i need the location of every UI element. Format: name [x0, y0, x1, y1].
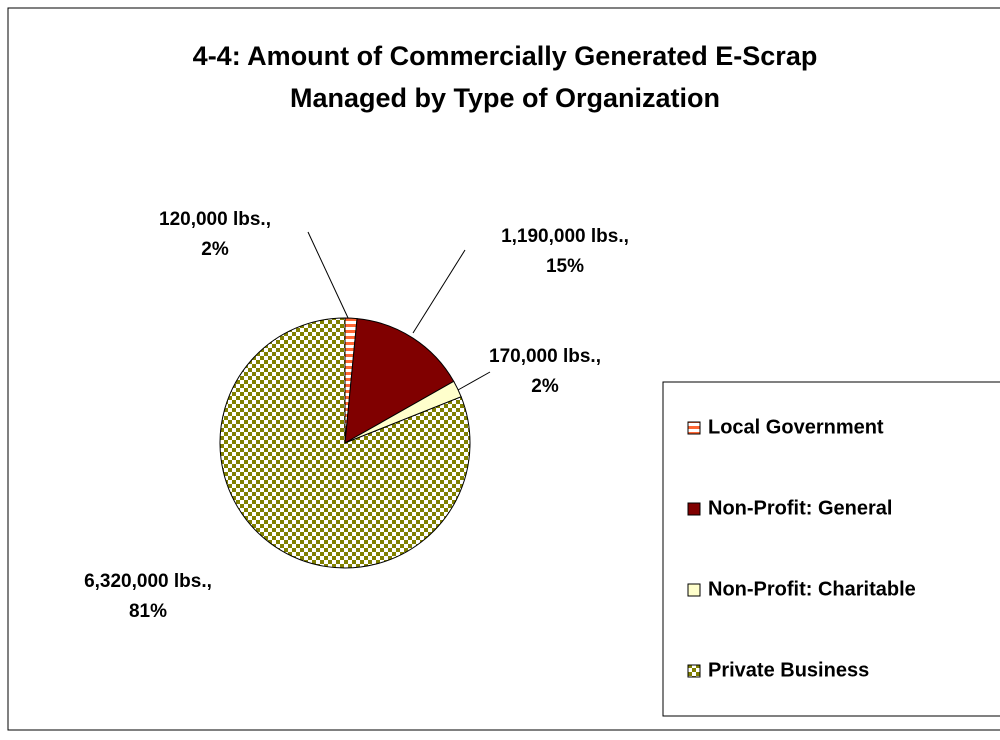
leader-line [307, 231, 350, 321]
data-label: 2% [201, 239, 229, 260]
data-label: 6,320,000 lbs., [84, 571, 212, 592]
legend-label: Local Government [708, 416, 884, 438]
chart-title: Managed by Type of Organization [290, 83, 720, 113]
data-label: 120,000 lbs., [159, 209, 271, 230]
leader-line [457, 371, 491, 391]
chart-title: 4-4: Amount of Commercially Generated E-… [193, 41, 818, 71]
data-label: 81% [129, 601, 167, 622]
leader-line [412, 249, 466, 334]
legend-swatch [687, 664, 701, 678]
data-label: 2% [531, 376, 559, 397]
leader-lines [307, 231, 491, 391]
data-label: 170,000 lbs., [489, 346, 601, 367]
data-label: 15% [546, 256, 584, 277]
data-label: 1,190,000 lbs., [501, 226, 629, 247]
legend-swatch [687, 583, 701, 597]
legend-label: Private Business [708, 659, 869, 681]
legend-swatch [687, 421, 701, 435]
legend-label: Non-Profit: Charitable [708, 578, 916, 600]
pie-slice [219, 317, 471, 569]
legend-label: Non-Profit: General [708, 497, 892, 519]
legend-swatch [687, 502, 701, 516]
pie-slice [344, 318, 455, 444]
legend-box [662, 381, 1000, 717]
